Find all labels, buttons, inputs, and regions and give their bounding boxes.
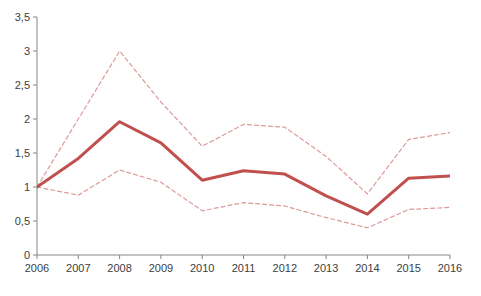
y-tick <box>33 17 37 18</box>
y-tick <box>33 51 37 52</box>
x-tick <box>37 255 38 259</box>
x-tick-label: 2007 <box>66 262 90 274</box>
main-line <box>37 122 450 214</box>
y-tick <box>33 255 37 256</box>
x-tick-label: 2014 <box>355 262 379 274</box>
x-tick <box>284 255 285 259</box>
x-tick-label: 2016 <box>438 262 462 274</box>
x-tick-label: 2011 <box>232 262 256 274</box>
x-tick <box>367 255 368 259</box>
x-tick <box>450 255 451 259</box>
x-tick-label: 2009 <box>149 262 173 274</box>
y-tick <box>33 85 37 86</box>
x-tick-label: 2008 <box>107 262 131 274</box>
x-tick-label: 2013 <box>314 262 338 274</box>
x-tick-label: 2006 <box>25 262 49 274</box>
y-tick-label: 1 <box>24 181 30 193</box>
x-tick <box>408 255 409 259</box>
x-tick-label: 2010 <box>190 262 214 274</box>
y-tick <box>33 153 37 154</box>
y-tick-label: 1,5 <box>15 147 30 159</box>
x-tick <box>202 255 203 259</box>
x-tick <box>119 255 120 259</box>
bound-line <box>37 51 450 194</box>
plot-area <box>37 51 450 228</box>
y-tick-label: 2,5 <box>15 79 30 91</box>
y-tick <box>33 119 37 120</box>
y-tick-label: 2 <box>24 113 30 125</box>
bound-line <box>37 170 450 228</box>
chart: 0 0,5 1 1,5 2 2,5 3 3,5 2006 2007 2008 2009 2010 2011… <box>0 0 481 296</box>
y-tick <box>33 221 37 222</box>
x-tick <box>78 255 79 259</box>
y-tick <box>33 187 37 188</box>
y-tick-label: 3 <box>24 45 30 57</box>
y-tick-label: 3,5 <box>15 11 30 23</box>
x-tick-label: 2012 <box>273 262 297 274</box>
x-tick <box>243 255 244 259</box>
y-tick-label: 0 <box>24 249 30 261</box>
x-tick-label: 2015 <box>396 262 420 274</box>
x-tick <box>326 255 327 259</box>
y-axis <box>37 17 38 255</box>
x-axis <box>37 255 450 256</box>
y-tick-label: 0,5 <box>15 215 30 227</box>
x-tick <box>160 255 161 259</box>
